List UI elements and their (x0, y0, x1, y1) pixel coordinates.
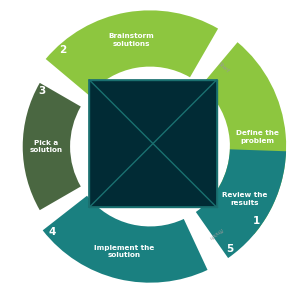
Text: Review the
results: Review the results (222, 192, 267, 206)
Text: 3: 3 (38, 86, 46, 96)
Text: 5: 5 (226, 244, 234, 254)
Text: Finish: Finish (207, 226, 223, 240)
Text: 2: 2 (59, 45, 67, 55)
Wedge shape (201, 42, 286, 234)
Wedge shape (196, 149, 286, 258)
Wedge shape (23, 83, 81, 210)
Text: Implement the
solution: Implement the solution (94, 244, 154, 258)
Text: Pick a
solution: Pick a solution (30, 140, 63, 153)
Text: 4: 4 (48, 227, 56, 237)
Wedge shape (43, 196, 208, 283)
Text: Brainstorm
solutions: Brainstorm solutions (108, 33, 154, 47)
Text: 1: 1 (253, 216, 260, 226)
Text: Define the
problem: Define the problem (236, 130, 279, 144)
Polygon shape (89, 80, 217, 207)
Wedge shape (46, 10, 218, 95)
Text: Start: Start (217, 61, 230, 74)
